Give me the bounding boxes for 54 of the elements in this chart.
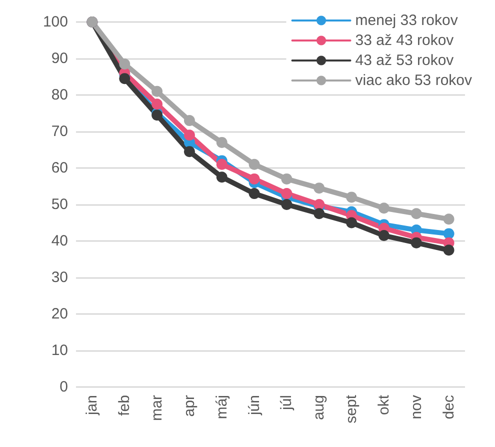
y-tick-label: 30 bbox=[51, 269, 68, 286]
x-tick-label: jan bbox=[84, 395, 101, 416]
x-tick-label: okt bbox=[375, 394, 392, 416]
y-tick-label: 40 bbox=[51, 232, 68, 250]
x-tick-label: mar bbox=[148, 395, 166, 421]
point bbox=[184, 115, 195, 126]
point bbox=[346, 217, 358, 228]
point bbox=[443, 214, 454, 225]
point bbox=[443, 228, 454, 240]
legend-label: menej 33 rokov bbox=[355, 12, 458, 29]
point bbox=[281, 188, 292, 200]
x-tick-label: apr bbox=[180, 395, 198, 417]
y-tick-label: 90 bbox=[51, 50, 68, 67]
point bbox=[216, 136, 228, 148]
y-tick-label: 100 bbox=[42, 14, 68, 30]
point bbox=[346, 192, 358, 203]
point bbox=[248, 158, 260, 170]
point bbox=[248, 173, 260, 184]
point bbox=[378, 202, 390, 214]
x-tick-label: dec bbox=[440, 394, 458, 420]
x-tick-label: aug bbox=[310, 395, 328, 420]
point bbox=[410, 208, 422, 220]
point bbox=[281, 199, 292, 210]
x-tick-label: feb bbox=[116, 395, 134, 416]
point bbox=[119, 73, 130, 84]
x-tick-label: júl bbox=[278, 395, 296, 412]
point bbox=[314, 208, 325, 220]
y-tick-label: 10 bbox=[51, 342, 68, 359]
y-tick-label: 20 bbox=[51, 306, 68, 322]
legend-label: 43 až 53 rokov bbox=[355, 52, 454, 69]
point bbox=[443, 244, 454, 256]
legend-label: 33 až 43 rokov bbox=[355, 32, 454, 49]
y-tick-label: 50 bbox=[51, 196, 68, 213]
x-tick-label: nov bbox=[408, 394, 425, 420]
y-tick-label: 80 bbox=[51, 86, 68, 104]
y-tick-label: 70 bbox=[51, 123, 68, 140]
point bbox=[216, 172, 228, 183]
point bbox=[410, 237, 422, 248]
point bbox=[216, 158, 228, 170]
point bbox=[281, 173, 292, 184]
x-tick-label: jún bbox=[246, 395, 263, 416]
point bbox=[314, 182, 325, 194]
point bbox=[119, 58, 130, 70]
y-tick-label: 60 bbox=[51, 160, 68, 176]
point bbox=[152, 98, 163, 110]
point bbox=[248, 188, 260, 200]
x-tick-label: máj bbox=[213, 395, 230, 420]
point bbox=[378, 230, 390, 242]
point bbox=[152, 86, 163, 97]
point bbox=[184, 130, 195, 141]
x-tick-label: sept bbox=[343, 394, 360, 424]
point bbox=[184, 146, 195, 158]
legend-label: viac ako 53 rokov bbox=[355, 72, 472, 89]
y-tick-label: 0 bbox=[60, 378, 68, 396]
